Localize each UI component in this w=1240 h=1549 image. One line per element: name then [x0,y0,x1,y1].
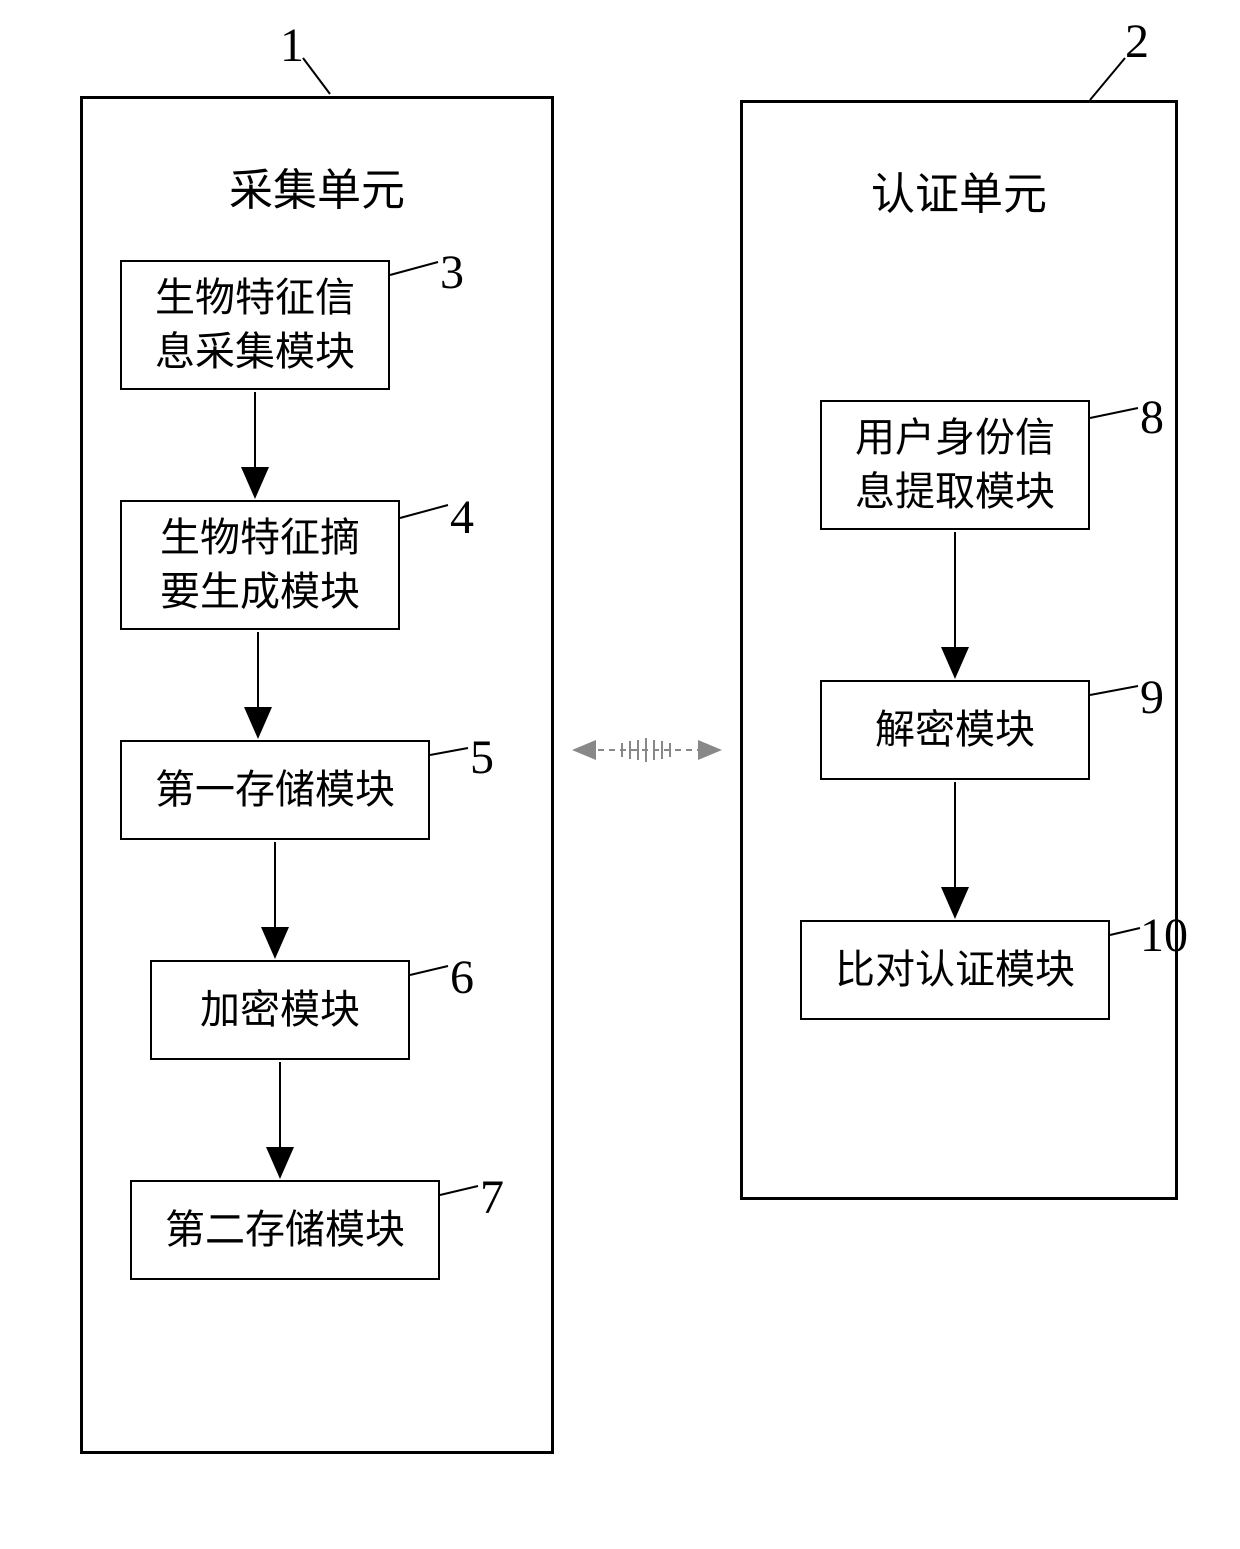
leader-3 [390,262,438,275]
leader-9 [1090,686,1138,695]
leader-1 [303,58,330,94]
leader-7 [440,1186,478,1195]
leader-6 [410,966,448,975]
leader-8 [1090,408,1138,418]
arrows-layer [0,0,1240,1549]
leader-2 [1090,58,1125,100]
leader-5 [430,748,468,755]
leader-4 [400,505,448,518]
leader-10 [1110,928,1140,935]
diagram-canvas: 采集单元 认证单元 生物特征信 息采集模块 生物特征摘 要生成模块 第一存储模块… [0,0,1240,1549]
